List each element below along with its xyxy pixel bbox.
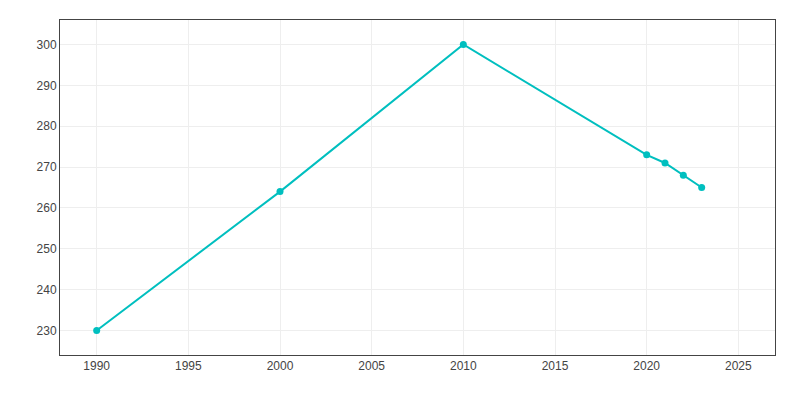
svg-text:1990: 1990 — [83, 359, 110, 373]
svg-text:290: 290 — [37, 79, 57, 93]
svg-text:2005: 2005 — [358, 359, 385, 373]
svg-text:300: 300 — [37, 38, 57, 52]
svg-text:280: 280 — [37, 119, 57, 133]
svg-text:2000: 2000 — [267, 359, 294, 373]
svg-text:2020: 2020 — [633, 359, 660, 373]
svg-text:2010: 2010 — [450, 359, 477, 373]
svg-text:230: 230 — [37, 324, 57, 338]
svg-text:2025: 2025 — [725, 359, 752, 373]
svg-text:250: 250 — [37, 242, 57, 256]
svg-text:240: 240 — [37, 283, 57, 297]
svg-text:1995: 1995 — [175, 359, 202, 373]
svg-text:2015: 2015 — [542, 359, 569, 373]
svg-text:260: 260 — [37, 201, 57, 215]
svg-text:270: 270 — [37, 160, 57, 174]
